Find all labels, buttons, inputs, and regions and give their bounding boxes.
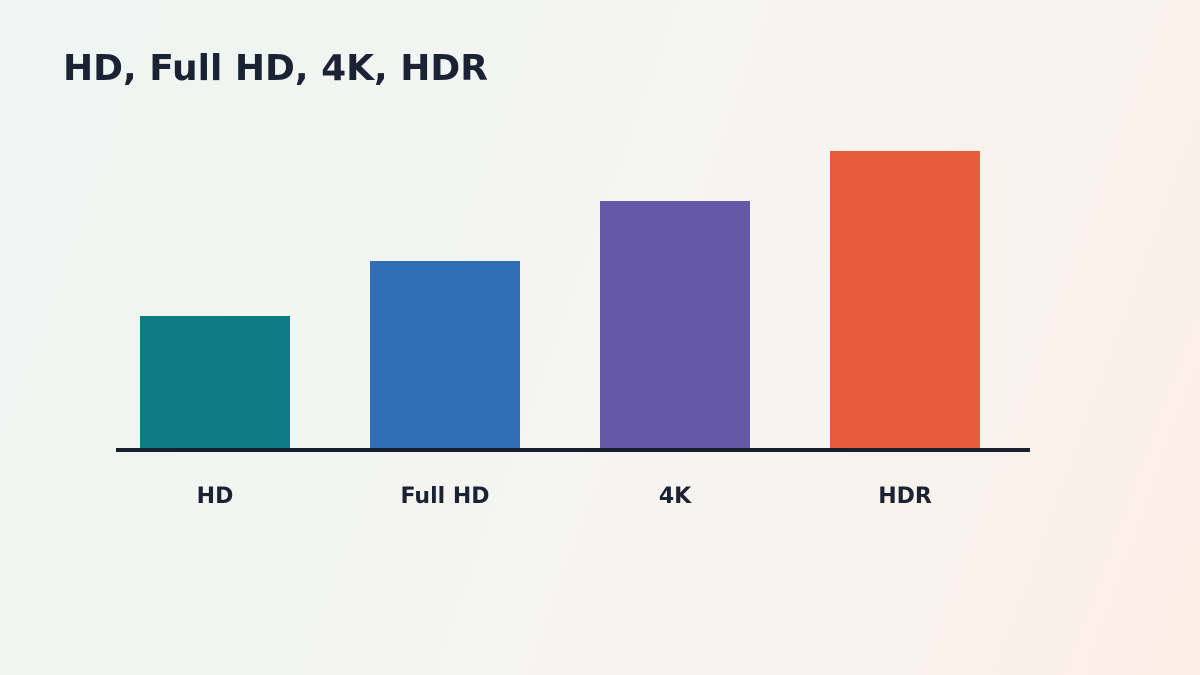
bar xyxy=(370,261,520,449)
bar xyxy=(830,151,980,449)
x-tick-label: HD xyxy=(197,484,234,509)
x-tick-label: HDR xyxy=(878,484,932,509)
x-tick-label: 4K xyxy=(659,484,692,509)
chart-title: HD, Full HD, 4K, HDR xyxy=(63,48,488,89)
bar xyxy=(600,201,750,449)
bar xyxy=(140,316,290,449)
x-tick-label: Full HD xyxy=(400,484,489,509)
